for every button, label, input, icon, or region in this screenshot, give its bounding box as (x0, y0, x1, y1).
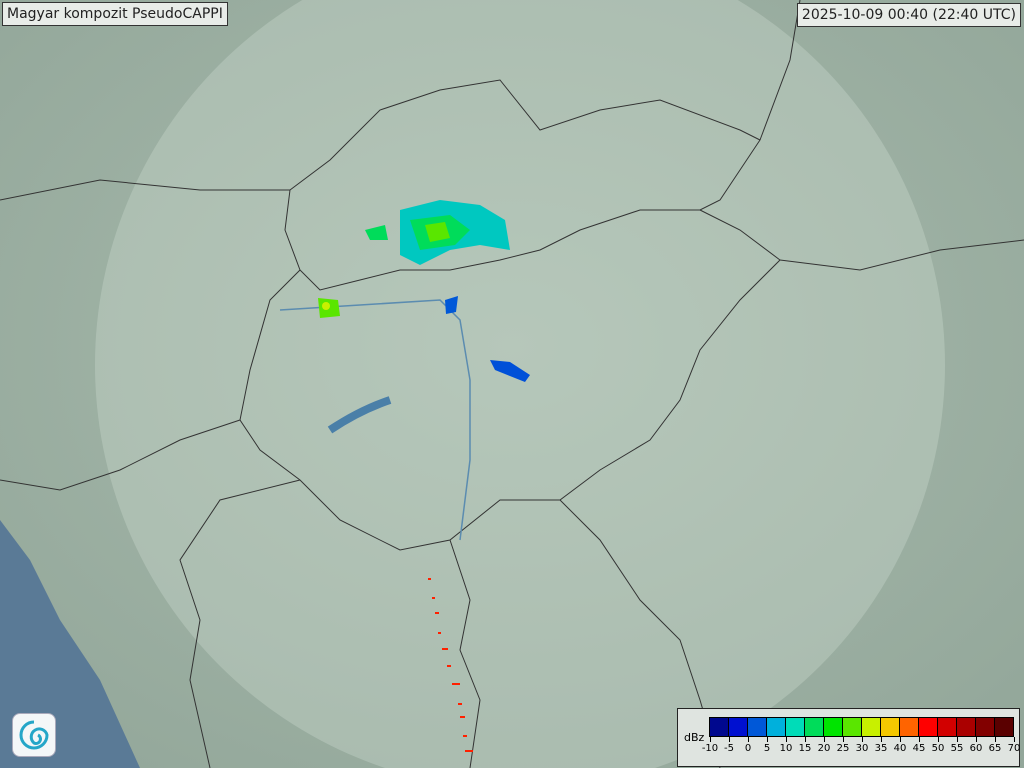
legend-color-bar (709, 717, 1014, 737)
legend-swatch (786, 718, 805, 736)
legend-swatch (729, 718, 748, 736)
legend-swatch (805, 718, 824, 736)
legend-swatch (919, 718, 938, 736)
legend-tick-label: 40 (893, 743, 907, 754)
legend-tick-mark (881, 737, 882, 742)
legend-tick-label: 30 (855, 743, 869, 754)
legend-tick-label: 20 (817, 743, 831, 754)
legend-ticks: -10 -5 0 5 10 15 20 25 30 35 40 45 50 55 60 65 70 (702, 737, 1020, 767)
legend-swatch (900, 718, 919, 736)
legend-tick-mark (786, 737, 787, 742)
legend-swatch (957, 718, 976, 736)
legend-tick-label: 0 (744, 743, 752, 754)
legend-tick-mark (919, 737, 920, 742)
legend-swatch (843, 718, 862, 736)
legend-tick-label: -5 (724, 743, 734, 754)
radar-echoes (318, 200, 530, 752)
radar-coverage-area (95, 0, 945, 768)
legend-swatch (995, 718, 1013, 736)
legend-tick-mark (938, 737, 939, 742)
legend-tick-mark (1014, 737, 1015, 742)
legend-tick-label: 70 (1007, 743, 1021, 754)
legend-tick-mark (710, 737, 711, 742)
legend-tick-mark (805, 737, 806, 742)
legend-tick-mark (900, 737, 901, 742)
legend-tick-label: -10 (701, 743, 719, 754)
legend-tick-mark (767, 737, 768, 742)
legend-tick-mark (995, 737, 996, 742)
met-service-logo (12, 713, 56, 757)
legend-unit: dBz (684, 731, 705, 744)
legend-swatch (976, 718, 995, 736)
legend-tick-mark (843, 737, 844, 742)
legend-tick-label: 10 (779, 743, 793, 754)
legend-tick-label: 65 (988, 743, 1002, 754)
legend-tick-label: 5 (763, 743, 771, 754)
lake-balaton (327, 396, 392, 434)
legend-tick-mark (748, 737, 749, 742)
adriatic-sea (0, 520, 140, 768)
legend-tick-mark (976, 737, 977, 742)
legend-tick-mark (824, 737, 825, 742)
legend-tick-label: 45 (912, 743, 926, 754)
dbz-color-legend: dBz -10 -5 0 5 10 15 20 25 30 35 40 45 50 55 60 65 70 (677, 708, 1020, 767)
legend-swatch (938, 718, 957, 736)
legend-swatch (824, 718, 843, 736)
legend-swatch (862, 718, 881, 736)
legend-tick-label: 15 (798, 743, 812, 754)
legend-tick-label: 55 (950, 743, 964, 754)
legend-tick-label: 25 (836, 743, 850, 754)
legend-tick-mark (862, 737, 863, 742)
legend-tick-label: 50 (931, 743, 945, 754)
danube-river (279, 299, 471, 541)
legend-tick-mark (729, 737, 730, 742)
swirl-logo-icon (19, 720, 49, 750)
legend-tick-label: 35 (874, 743, 888, 754)
legend-tick-label: 60 (969, 743, 983, 754)
legend-swatch (881, 718, 900, 736)
timestamp: 2025-10-09 00:40 (22:40 UTC) (796, 3, 1021, 27)
legend-swatch (767, 718, 786, 736)
product-title: Magyar kompozit PseudoCAPPI (2, 2, 228, 26)
legend-swatch (710, 718, 729, 736)
legend-swatch (748, 718, 767, 736)
legend-tick-mark (957, 737, 958, 742)
